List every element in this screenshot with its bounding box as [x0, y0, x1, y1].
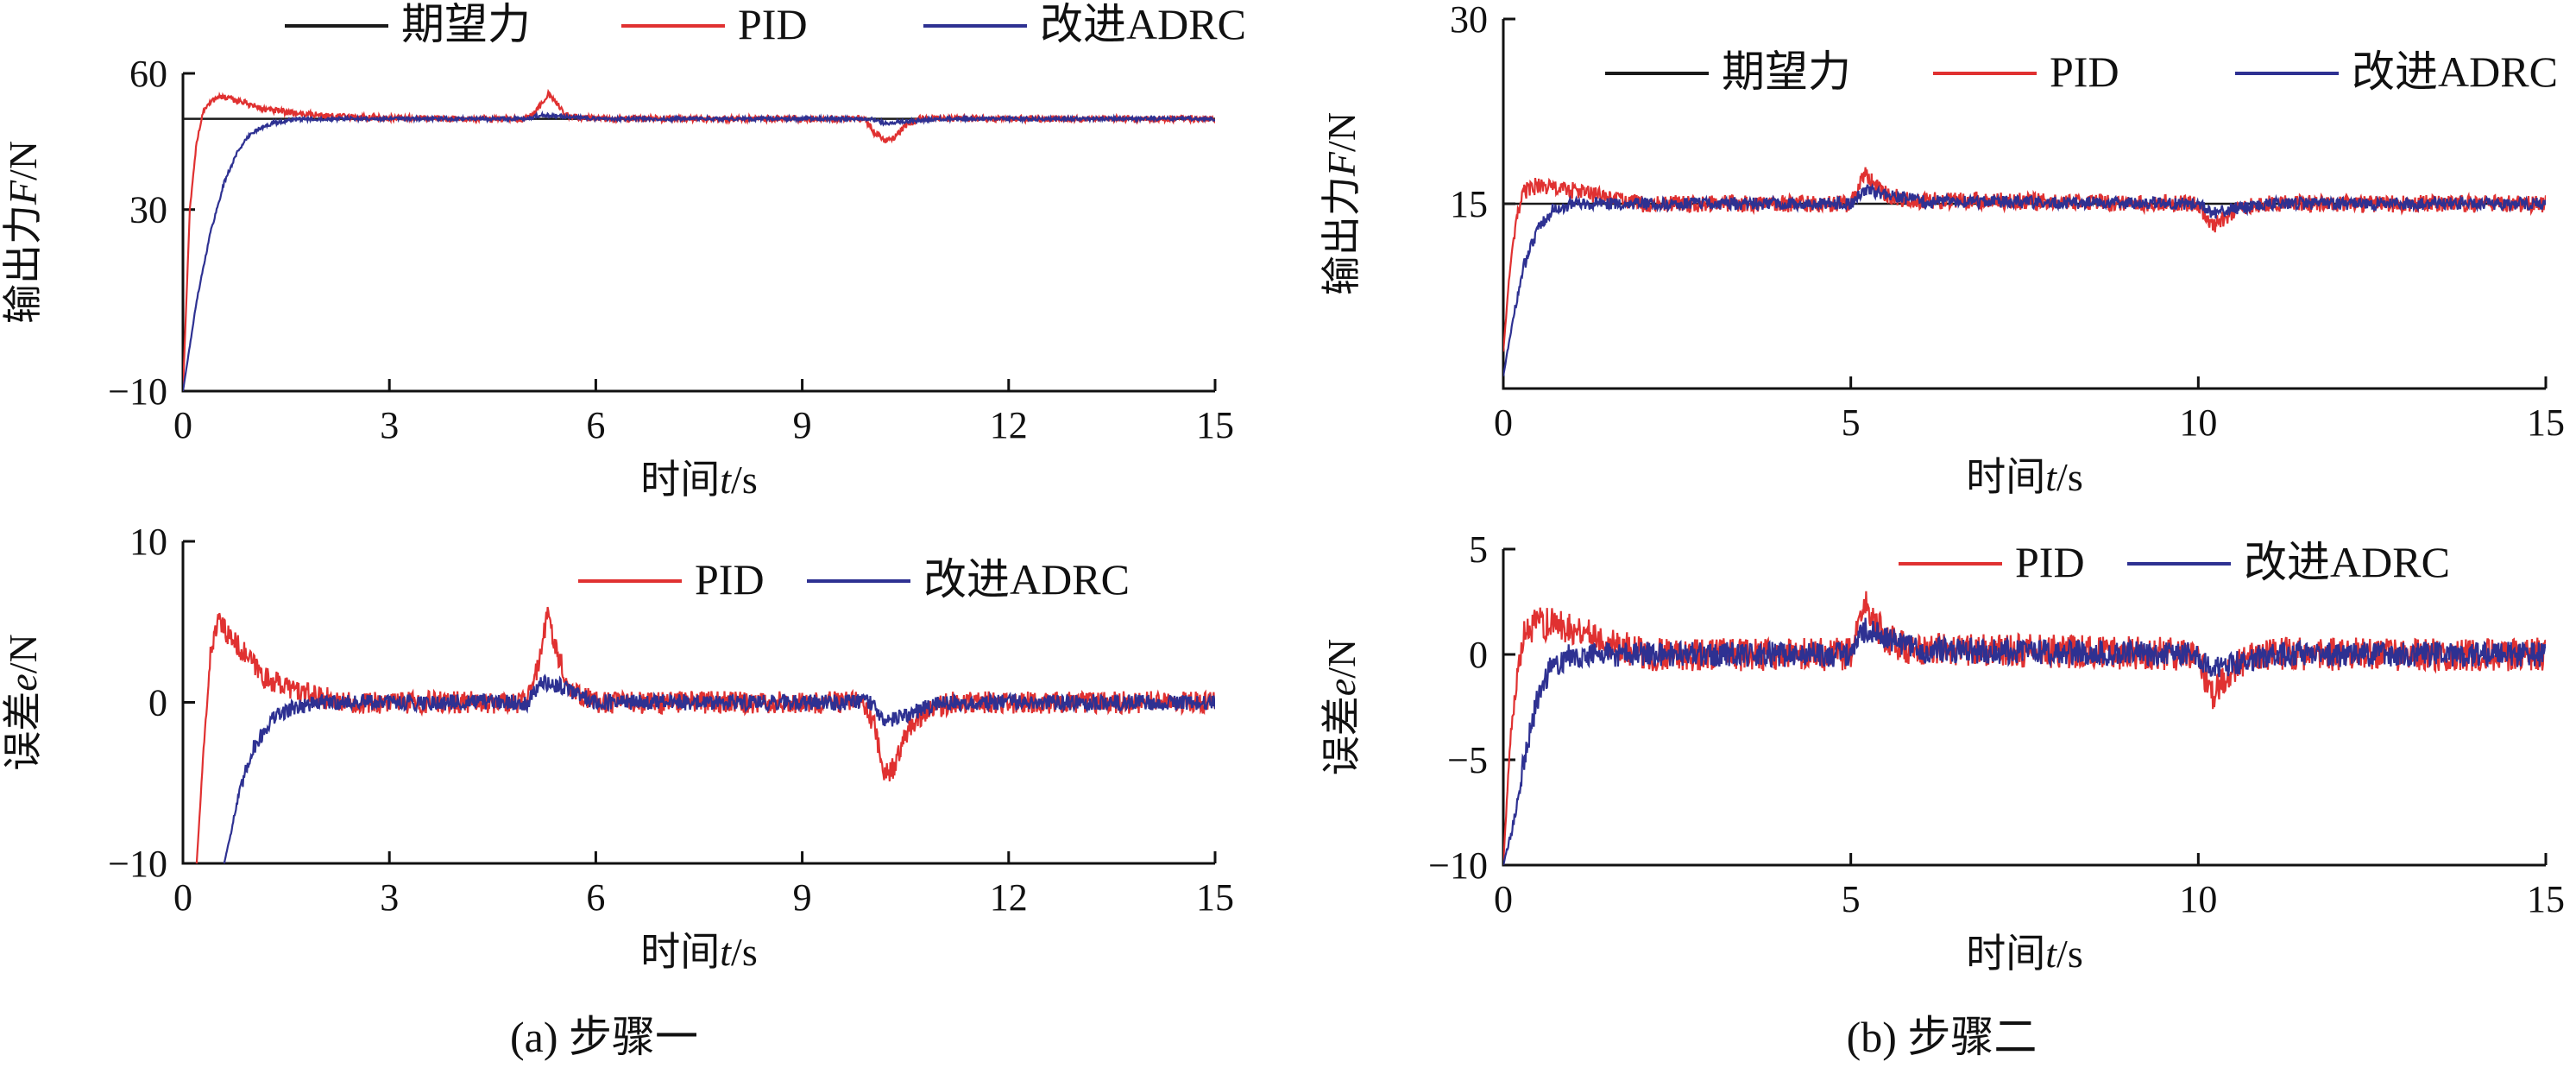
x-tick-label: 10: [2179, 878, 2217, 920]
series-line-pid: [195, 606, 1215, 864]
x-tick-label: 9: [793, 876, 812, 919]
x-tick-label: 12: [990, 404, 1028, 446]
y-tick-label: 60: [129, 53, 167, 95]
legend-label-pid: PID: [738, 0, 808, 48]
x-tick-label: 15: [2527, 401, 2565, 444]
x-tick-label: 0: [1494, 878, 1513, 920]
legend-label-adrc: 改进ADRC: [1040, 0, 1246, 48]
y-axis-label: 误差e/N: [1319, 639, 1364, 775]
x-axis-label: 时间t/s: [640, 930, 757, 974]
y-tick-label: 0: [1469, 634, 1488, 676]
y-tick-label: −10: [108, 370, 167, 413]
x-tick-label: 0: [173, 876, 192, 919]
legend: 期望力 PID 改进ADRC: [1605, 47, 2558, 96]
x-tick-label: 15: [1196, 404, 1234, 446]
legend-label-adrc: 改进ADRC: [2244, 538, 2450, 586]
legend-label-desired: 期望力: [401, 0, 531, 48]
x-tick-label: 6: [586, 404, 605, 446]
y-axis-label: 输出力F/N: [1319, 112, 1364, 295]
caption-a: (a) 步骤一: [510, 1013, 698, 1061]
legend-label-pid: PID: [695, 555, 765, 604]
legend-label-pid: PID: [2050, 47, 2119, 96]
series-line-adrc: [1503, 617, 2546, 866]
x-tick-label: 3: [380, 876, 399, 919]
y-tick-label: 10: [129, 521, 167, 563]
series-line-pid: [1503, 591, 2546, 866]
legend: PID 改进ADRC: [1899, 538, 2450, 586]
y-tick-label: −5: [1447, 739, 1488, 781]
y-tick-label: 30: [129, 189, 167, 231]
y-tick-label: 0: [148, 682, 167, 724]
x-tick-label: 6: [586, 876, 605, 919]
y-axis-label: 输出力F/N: [1, 141, 45, 324]
legend: PID 改进ADRC: [578, 555, 1130, 604]
legend-label-desired: 期望力: [1722, 47, 1851, 96]
legend-label-adrc: 改进ADRC: [923, 555, 1130, 604]
x-tick-label: 12: [990, 876, 1028, 919]
series-line-pid: [183, 88, 1215, 392]
legend-label-pid: PID: [2015, 538, 2085, 586]
y-tick-label: −10: [108, 843, 167, 885]
x-tick-label: 5: [1842, 401, 1861, 444]
x-tick-label: 15: [2527, 878, 2565, 920]
axes-frame: [1502, 549, 2546, 867]
legend: 期望力 PID 改进ADRC: [285, 0, 1246, 48]
panel-b-error-chart: 0 5 10 15 −10 −5 0 5 时间t/s 误差e/N PID 改进ADRC: [1319, 528, 2565, 976]
x-tick-label: 0: [1494, 401, 1513, 444]
x-tick-label: 9: [793, 404, 812, 446]
y-axis-label: 误差e/N: [1, 634, 45, 770]
x-tick-label: 10: [2179, 401, 2217, 444]
x-axis-label: 时间t/s: [1966, 932, 2082, 976]
x-axis-label: 时间t/s: [1966, 455, 2082, 499]
panel-b-force-chart: 0 5 10 15 15 30 时间t/s 输出力F/N 期望力 PID 改进ADRC: [1319, 0, 2565, 499]
y-tick-label: 30: [1450, 0, 1488, 41]
y-tick-label: 15: [1450, 183, 1488, 225]
panel-a-force-chart: 0 3 6 9 12 15 −10 30 60 时间t/s 输出力F/N 期望力 PID 改进ADRC: [1, 0, 1246, 502]
x-tick-label: 5: [1842, 878, 1861, 920]
series-line-adrc: [1503, 182, 2546, 376]
y-tick-label: −10: [1428, 844, 1488, 887]
series-line-pid: [1503, 167, 2546, 352]
series-line-adrc: [183, 110, 1215, 392]
x-tick-label: 3: [380, 404, 399, 446]
x-tick-label: 0: [173, 404, 192, 446]
x-tick-label: 15: [1196, 876, 1234, 919]
legend-label-adrc: 改进ADRC: [2352, 47, 2558, 96]
series-line-adrc: [223, 673, 1215, 864]
y-tick-label: 5: [1469, 528, 1488, 571]
x-axis-label: 时间t/s: [640, 458, 757, 502]
caption-b: (b) 步骤二: [1847, 1013, 2037, 1061]
